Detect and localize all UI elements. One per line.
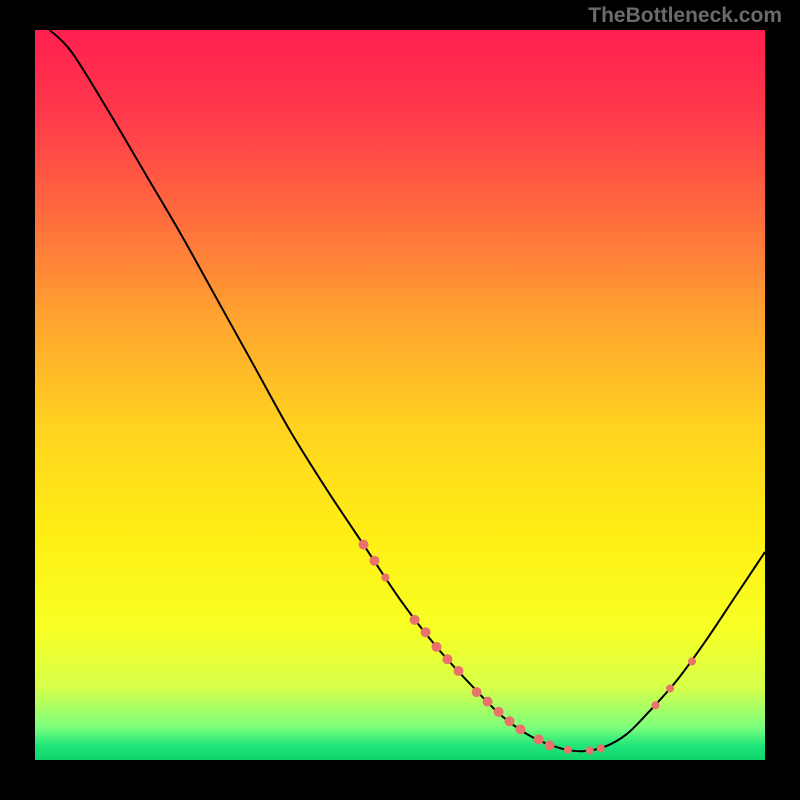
chart-overlay bbox=[35, 30, 765, 760]
curve-marker bbox=[515, 724, 525, 734]
curve-marker bbox=[369, 556, 379, 566]
chart-plot-area bbox=[35, 30, 765, 760]
curve-marker bbox=[652, 701, 660, 709]
curve-marker bbox=[666, 684, 674, 692]
bottleneck-curve bbox=[50, 30, 765, 751]
curve-marker bbox=[564, 746, 572, 754]
curve-marker bbox=[381, 574, 389, 582]
curve-marker bbox=[410, 615, 420, 625]
curve-marker bbox=[494, 707, 504, 717]
curve-marker bbox=[586, 747, 594, 755]
curve-marker bbox=[597, 744, 605, 752]
curve-marker bbox=[688, 657, 696, 665]
curve-marker bbox=[505, 716, 515, 726]
curve-marker bbox=[359, 540, 369, 550]
curve-marker bbox=[534, 735, 544, 745]
curve-marker bbox=[472, 687, 482, 697]
curve-marker bbox=[442, 654, 452, 664]
curve-marker bbox=[432, 642, 442, 652]
watermark-text: TheBottleneck.com bbox=[588, 4, 782, 28]
curve-marker bbox=[421, 627, 431, 637]
curve-marker bbox=[545, 740, 555, 750]
curve-marker bbox=[483, 697, 493, 707]
curve-marker bbox=[453, 666, 463, 676]
curve-markers bbox=[359, 540, 697, 755]
